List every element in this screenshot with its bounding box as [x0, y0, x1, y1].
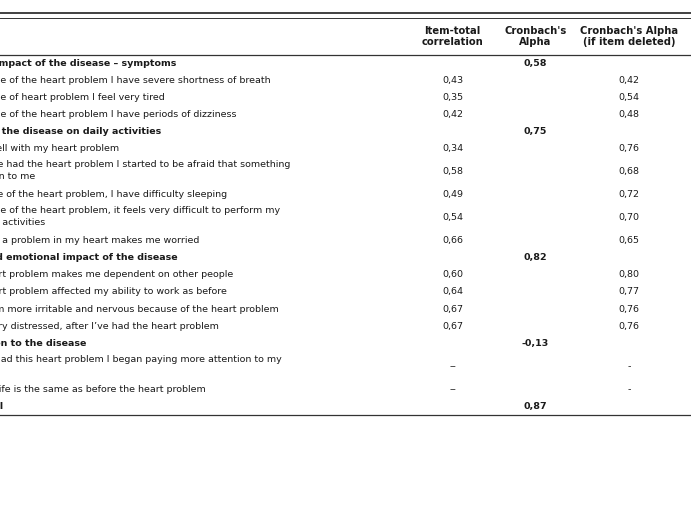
Text: 10. Because of the heart problem, it feels very difficult to perform my
daily li: 10. Because of the heart problem, it fee… [0, 206, 281, 227]
Text: --: -- [449, 362, 456, 371]
Text: 5.  I live well with my heart problem: 5. I live well with my heart problem [0, 145, 120, 153]
Text: 0,65: 0,65 [618, 236, 639, 245]
Text: 0,67: 0,67 [442, 322, 463, 331]
Text: 0,58: 0,58 [524, 59, 547, 68]
Text: Adaptation to the disease: Adaptation to the disease [0, 339, 86, 348]
Text: 0,43: 0,43 [442, 76, 463, 85]
Text: 0,87: 0,87 [524, 402, 547, 411]
Text: 0,66: 0,66 [442, 236, 463, 245]
Text: Cronbach's
Alpha: Cronbach's Alpha [504, 25, 567, 47]
Text: 0,82: 0,82 [524, 253, 547, 262]
Text: 0,72: 0,72 [618, 190, 639, 199]
Text: 0,54: 0,54 [618, 93, 639, 102]
Text: 0,48: 0,48 [618, 110, 639, 119]
Text: 0,76: 0,76 [618, 145, 639, 153]
Text: 13. Because of the heart problem I have periods of dizziness: 13. Because of the heart problem I have … [0, 110, 237, 119]
Text: Social and emotional impact of the disease: Social and emotional impact of the disea… [0, 253, 178, 262]
Text: 2. The heart problem makes me dependent on other people: 2. The heart problem makes me dependent … [0, 270, 234, 279]
Text: 0,42: 0,42 [442, 110, 463, 119]
Text: --: -- [449, 385, 456, 394]
Text: 9.  Because of the heart problem, I have difficulty sleeping: 9. Because of the heart problem, I have … [0, 190, 227, 199]
Text: 3. The heart problem affected my ability to work as before: 3. The heart problem affected my ability… [0, 288, 227, 296]
Text: 0,67: 0,67 [442, 305, 463, 314]
Text: 0,42: 0,42 [618, 76, 639, 85]
Text: -: - [627, 385, 630, 394]
Text: -0,13: -0,13 [522, 339, 549, 348]
Text: 1.  After I had this heart problem I began paying more attention to my
health: 1. After I had this heart problem I bega… [0, 355, 282, 375]
Text: 0,34: 0,34 [442, 145, 463, 153]
Text: 11. Because of the heart problem I have severe shortness of breath: 11. Because of the heart problem I have … [0, 76, 271, 85]
Text: 0,35: 0,35 [442, 93, 463, 102]
Text: 0,49: 0,49 [442, 190, 463, 199]
Text: IDCV Total: IDCV Total [0, 402, 3, 411]
Text: 12. Because of heart problem I feel very tired: 12. Because of heart problem I feel very… [0, 93, 165, 102]
Text: 6. I feel very distressed, after I’ve had the heart problem: 6. I feel very distressed, after I’ve ha… [0, 322, 219, 331]
Text: Impact of the disease on daily activities: Impact of the disease on daily activitie… [0, 127, 162, 136]
Text: Cronbach's Alpha
(if item deleted): Cronbach's Alpha (if item deleted) [580, 25, 678, 47]
Text: Physical impact of the disease – symptoms: Physical impact of the disease – symptom… [0, 59, 176, 68]
Text: 0,76: 0,76 [618, 322, 639, 331]
Text: 4. Now I am more irritable and nervous because of the heart problem: 4. Now I am more irritable and nervous b… [0, 305, 279, 314]
Text: 8. My sex life is the same as before the heart problem: 8. My sex life is the same as before the… [0, 385, 206, 394]
Text: 0,68: 0,68 [618, 167, 639, 176]
Text: 0,80: 0,80 [618, 270, 639, 279]
Text: 0,54: 0,54 [442, 213, 463, 222]
Text: 0,70: 0,70 [618, 213, 639, 222]
Text: Item-total
correlation: Item-total correlation [422, 25, 484, 47]
Text: 0,58: 0,58 [442, 167, 463, 176]
Text: 0,64: 0,64 [442, 288, 463, 296]
Text: 0,60: 0,60 [442, 270, 463, 279]
Text: 0,76: 0,76 [618, 305, 639, 314]
Text: 7. After I’ve had the heart problem I started to be afraid that something
bad ha: 7. After I’ve had the heart problem I st… [0, 160, 290, 181]
Text: 0,75: 0,75 [524, 127, 547, 136]
Text: 0,77: 0,77 [618, 288, 639, 296]
Text: -: - [627, 362, 630, 371]
Text: 14. Having a problem in my heart makes me worried: 14. Having a problem in my heart makes m… [0, 236, 200, 245]
